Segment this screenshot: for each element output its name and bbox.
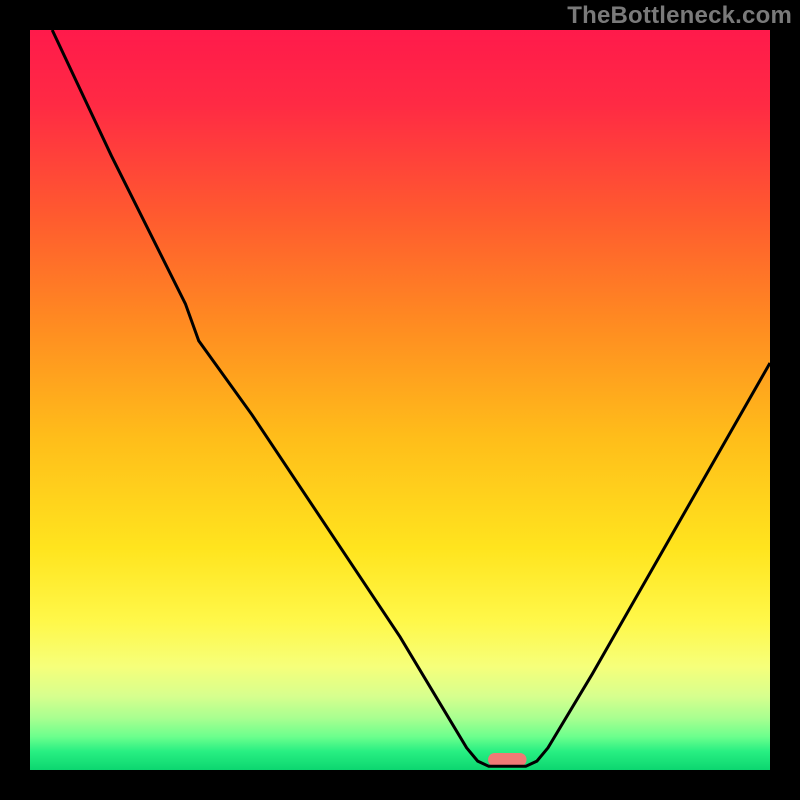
plot-area (30, 30, 770, 770)
bottleneck-chart (30, 30, 770, 770)
optimal-marker (488, 753, 526, 766)
source-watermark: TheBottleneck.com (567, 2, 792, 30)
gradient-background (30, 30, 770, 770)
